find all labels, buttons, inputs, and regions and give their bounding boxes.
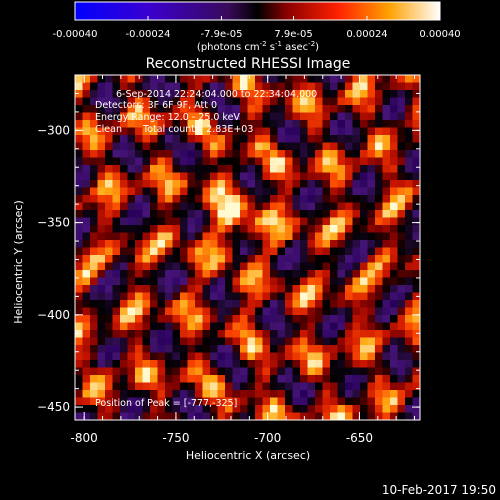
x-axis: -800 -750 -700 -650 (71, 75, 415, 445)
annotation-detectors: Detectors: 3F 6F 9F, Att 0 (95, 100, 217, 111)
y-tick-label: −400 (37, 308, 70, 322)
colorbar-tick-label: -7.9e-05 (200, 29, 242, 40)
colorbar-tick-label: 0.00040 (419, 29, 460, 40)
x-axis-label: Heliocentric X (arcsec) (186, 449, 310, 462)
image-title: Reconstructed RHESSI Image (146, 56, 351, 72)
colorbar-tick-label: -0.00024 (126, 29, 171, 40)
annotation-total-counts: Total counts: 2.83E+03 (142, 124, 253, 135)
annotation-algorithm: Clean (95, 124, 122, 135)
y-axis: −450 −400 −350 −300 (37, 74, 420, 414)
y-tick-label: −350 (37, 216, 70, 230)
heatmap-image (75, 75, 420, 420)
colorbar-tick-label: 7.9e-05 (274, 29, 312, 40)
annotation-peak-position: Position of Peak = [-777,-325] (95, 398, 237, 409)
timestamp: 10-Feb-2017 19:50 (382, 483, 496, 497)
colorbar-gradient (75, 2, 440, 20)
y-tick-label: −450 (37, 400, 70, 414)
colorbar-ticks: -0.00040 -0.00024 -7.9e-05 7.9e-05 0.00024 0.… (53, 16, 461, 40)
x-tick-label: -750 (162, 431, 189, 445)
colorbar-tick-label: -0.00040 (53, 29, 98, 40)
y-tick-label: −300 (37, 123, 70, 137)
colorbar-tick-label: 0.00024 (346, 29, 387, 40)
annotation-time-range: 6-Sep-2014 22:24:04.000 to 22:34:04.000 (116, 89, 317, 100)
plot-frame (74, 74, 421, 421)
colorbar-units: (photons cm-2 s-1 asec-2) (197, 40, 319, 53)
x-tick-label: -650 (346, 431, 373, 445)
annotation-energy-range: Energy Range: 12.0 - 25.0 keV (95, 112, 240, 123)
y-axis-label: Heliocentric Y (arcsec) (12, 200, 25, 324)
colorbar-frame (74, 1, 441, 21)
image-annotations: 6-Sep-2014 22:24:04.000 to 22:34:04.000 … (95, 89, 317, 409)
colorbar: -0.00040 -0.00024 -7.9e-05 7.9e-05 0.00024 0.… (53, 1, 461, 53)
x-tick-label: -700 (254, 431, 281, 445)
x-tick-label: -800 (71, 431, 98, 445)
